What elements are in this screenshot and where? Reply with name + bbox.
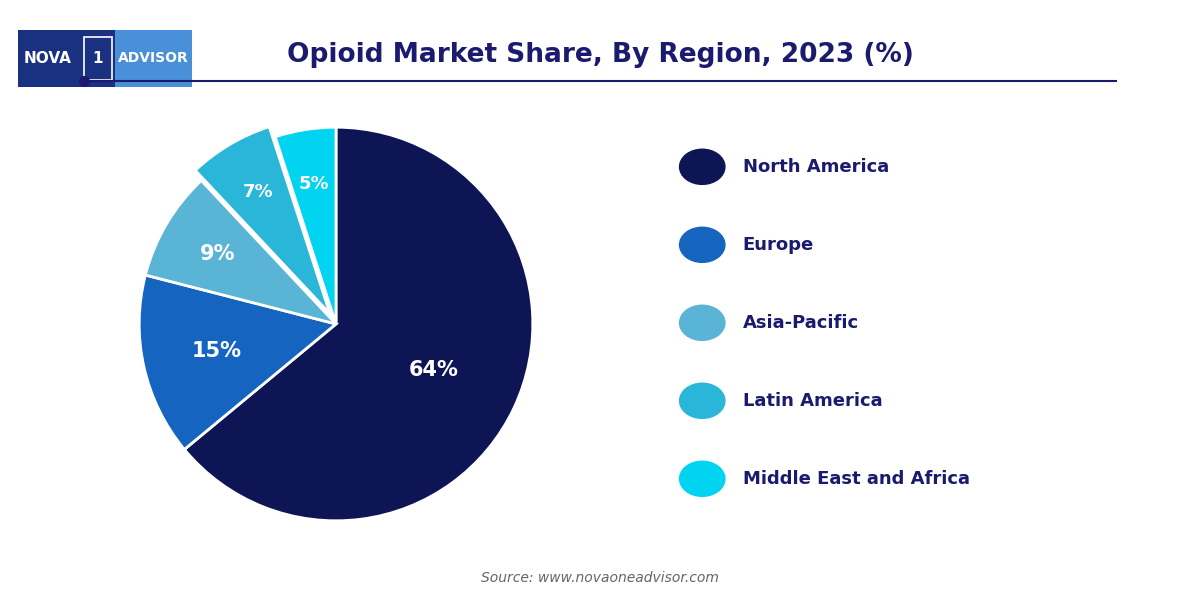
Wedge shape [185, 127, 533, 521]
Text: NOVA: NOVA [24, 51, 72, 66]
Text: Asia-Pacific: Asia-Pacific [743, 314, 859, 332]
Text: 5%: 5% [299, 175, 329, 193]
Text: 9%: 9% [199, 244, 235, 264]
Wedge shape [145, 181, 336, 324]
Wedge shape [139, 275, 336, 449]
Text: North America: North America [743, 158, 889, 176]
Text: ADVISOR: ADVISOR [119, 52, 190, 65]
Circle shape [679, 227, 725, 262]
Text: 15%: 15% [192, 341, 242, 361]
Circle shape [679, 383, 725, 418]
Circle shape [679, 149, 725, 184]
Text: Middle East and Africa: Middle East and Africa [743, 470, 970, 488]
Text: 1: 1 [92, 51, 103, 66]
Circle shape [679, 461, 725, 496]
FancyBboxPatch shape [115, 30, 192, 87]
Wedge shape [275, 127, 336, 324]
Text: 7%: 7% [242, 183, 274, 201]
Text: 64%: 64% [409, 360, 458, 380]
Text: Europe: Europe [743, 236, 814, 254]
Text: Source: www.novaoneadvisor.com: Source: www.novaoneadvisor.com [481, 571, 719, 585]
Text: Latin America: Latin America [743, 392, 882, 410]
FancyBboxPatch shape [18, 30, 115, 87]
Circle shape [679, 305, 725, 340]
Text: Opioid Market Share, By Region, 2023 (%): Opioid Market Share, By Region, 2023 (%) [287, 42, 913, 68]
Wedge shape [196, 127, 330, 314]
